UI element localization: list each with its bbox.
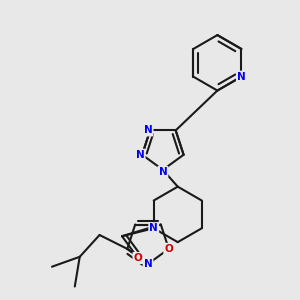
- Text: N: N: [144, 259, 152, 269]
- Text: N: N: [149, 223, 158, 233]
- Text: N: N: [136, 150, 145, 160]
- Text: O: O: [164, 244, 173, 254]
- Text: N: N: [144, 125, 152, 135]
- Text: O: O: [134, 253, 142, 263]
- Text: N: N: [237, 72, 246, 82]
- Text: N: N: [158, 167, 167, 177]
